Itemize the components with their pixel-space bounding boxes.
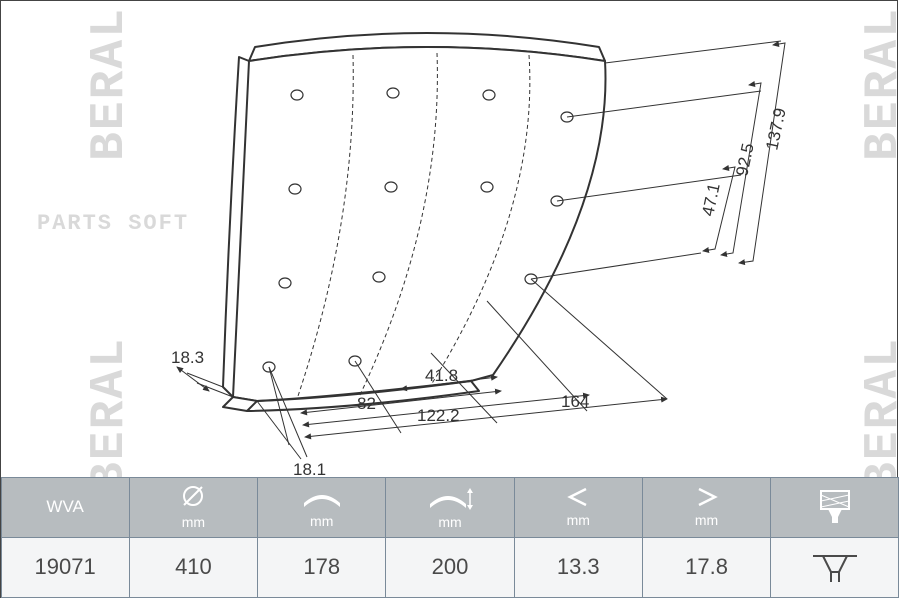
col-header-fit [770,477,899,538]
rivet-icon [815,487,855,527]
page-frame: PARTS SOFT BERAL BERAL BERAL BERAL [0,0,898,598]
arc-height-icon [426,484,474,510]
dim-92-5: 92.5 [732,142,757,178]
dim-137-9: 137.9 [762,106,789,152]
col-header-min: mm [514,477,643,538]
spec-table-header: WVA mm mm [1,477,899,537]
cell-fit [770,537,899,598]
col-header-length-unit: mm [438,514,461,530]
cell-length: 200 [385,537,514,598]
cell-min: 13.3 [514,537,643,598]
dim-47-1: 47.1 [698,182,723,218]
col-header-wva: WVA [1,477,130,538]
col-header-diameter-unit: mm [182,514,205,530]
brake-lining-drawing: 137.9 92.5 47.1 41.8 82 122.2 164 1 [1,1,899,479]
col-header-diameter: mm [129,477,258,538]
dim-18-3: 18.3 [171,348,204,367]
cell-diameter: 410 [129,537,258,598]
less-than-icon [566,486,590,508]
col-header-length: mm [385,477,514,538]
dim-164: 164 [561,392,589,411]
dim-82: 82 [357,394,376,413]
cell-width: 178 [257,537,386,598]
greater-than-icon [695,486,719,508]
countersink-icon [811,550,859,584]
dim-41-8: 41.8 [425,366,458,385]
col-header-max: mm [642,477,771,538]
col-header-min-unit: mm [567,512,590,528]
dim-122-2: 122.2 [417,406,460,425]
col-header-wva-label: WVA [46,497,83,517]
col-header-width: mm [257,477,386,538]
spec-table: WVA mm mm [1,477,899,597]
col-header-max-unit: mm [695,512,718,528]
spec-table-row: 19071 410 178 200 13.3 17.8 [1,537,899,597]
col-header-width-unit: mm [310,513,333,529]
cell-wva: 19071 [1,537,130,598]
arc-width-icon [300,485,344,509]
diameter-icon [180,484,206,510]
cell-max: 17.8 [642,537,771,598]
